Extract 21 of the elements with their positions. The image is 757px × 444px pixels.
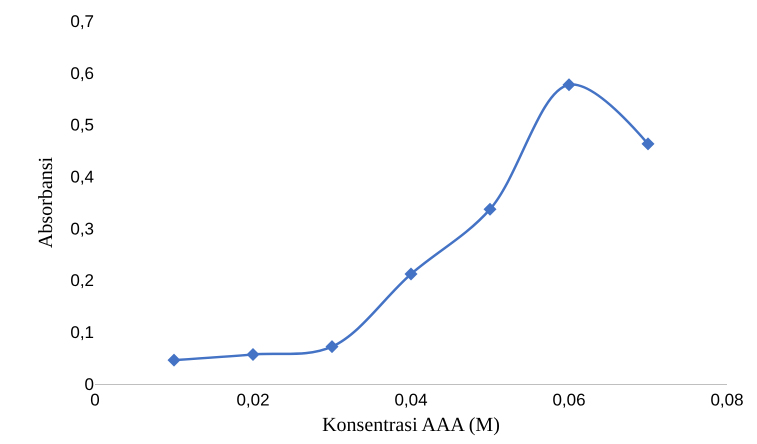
y-tick-label: 0,3 <box>70 219 94 238</box>
y-tick-label: 0,7 <box>70 12 94 31</box>
point <box>246 348 260 361</box>
point <box>168 354 180 367</box>
point <box>404 268 418 281</box>
y-tick-label: 0,6 <box>70 64 94 83</box>
y-tick-label: 0,1 <box>70 323 94 342</box>
y-tick-label: 0,5 <box>70 116 94 135</box>
x-tick-label: 0,04 <box>394 390 428 410</box>
y-axis-title: Absorbansi <box>34 156 57 248</box>
y-tick-label: 0,4 <box>70 168 94 187</box>
x-axis-title: Konsentrasi AAA (M) <box>322 414 500 436</box>
x-tick-label: 0,06 <box>552 390 586 410</box>
x-tick-label: 0,08 <box>710 390 744 410</box>
point <box>484 202 496 216</box>
x-tick-label: 0,02 <box>236 390 270 410</box>
y-tick-label: 0 <box>84 374 94 394</box>
point <box>642 137 654 150</box>
y-tick-label: 0,2 <box>70 271 94 290</box>
point <box>326 340 338 354</box>
point <box>562 78 576 92</box>
